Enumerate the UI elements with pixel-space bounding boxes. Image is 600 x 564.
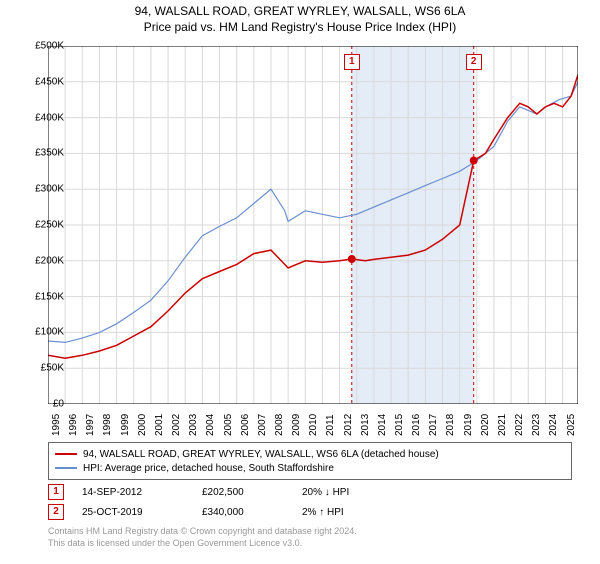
y-tick-label: £200K <box>20 255 64 266</box>
y-tick-label: £0 <box>20 399 64 410</box>
title-line2: Price paid vs. HM Land Registry's House … <box>0 20 600 34</box>
footer: Contains HM Land Registry data © Crown c… <box>48 526 357 549</box>
y-tick-label: £500K <box>20 41 64 52</box>
x-tick-label: 2009 <box>291 414 302 436</box>
title-line1: 94, WALSALL ROAD, GREAT WYRLEY, WALSALL,… <box>0 4 600 18</box>
x-tick-label: 2008 <box>274 414 285 436</box>
y-tick-label: £100K <box>20 327 64 338</box>
x-tick-label: 2002 <box>171 414 182 436</box>
event-marker: 1 <box>344 54 360 70</box>
y-tick-label: £450K <box>20 76 64 87</box>
sales-price: £340,000 <box>202 507 302 518</box>
x-tick-label: 2014 <box>377 414 388 436</box>
y-tick-label: £400K <box>20 112 64 123</box>
chart-svg <box>48 46 578 404</box>
sales-row: 1 14-SEP-2012£202,50020% ↓ HPI <box>48 482 392 502</box>
legend-text: HPI: Average price, detached house, Sout… <box>83 463 334 474</box>
x-tick-label: 2024 <box>548 414 559 436</box>
footer-line2: This data is licensed under the Open Gov… <box>48 538 357 550</box>
sales-row: 2 25-OCT-2019£340,0002% ↑ HPI <box>48 502 392 522</box>
x-tick-label: 2005 <box>223 414 234 436</box>
y-tick-label: £250K <box>20 220 64 231</box>
x-tick-label: 2007 <box>257 414 268 436</box>
legend-swatch <box>55 467 77 469</box>
sales-marker: 1 <box>48 484 64 500</box>
legend-row: HPI: Average price, detached house, Sout… <box>55 461 565 475</box>
x-tick-label: 2001 <box>154 414 165 436</box>
x-tick-label: 2018 <box>445 414 456 436</box>
x-tick-label: 2019 <box>463 414 474 436</box>
sales-date: 14-SEP-2012 <box>82 487 202 498</box>
x-tick-label: 2017 <box>428 414 439 436</box>
legend-text: 94, WALSALL ROAD, GREAT WYRLEY, WALSALL,… <box>83 449 439 460</box>
x-tick-label: 1996 <box>68 414 79 436</box>
sales-price: £202,500 <box>202 487 302 498</box>
footer-line1: Contains HM Land Registry data © Crown c… <box>48 526 357 538</box>
legend-row: 94, WALSALL ROAD, GREAT WYRLEY, WALSALL,… <box>55 447 565 461</box>
x-tick-label: 2004 <box>205 414 216 436</box>
sales-marker: 2 <box>48 504 64 520</box>
x-tick-label: 2023 <box>531 414 542 436</box>
x-tick-label: 2016 <box>411 414 422 436</box>
x-tick-label: 1997 <box>85 414 96 436</box>
x-tick-label: 2003 <box>188 414 199 436</box>
x-tick-label: 2013 <box>360 414 371 436</box>
y-tick-label: £350K <box>20 148 64 159</box>
x-tick-label: 2015 <box>394 414 405 436</box>
x-tick-label: 2025 <box>566 414 577 436</box>
x-tick-label: 2010 <box>308 414 319 436</box>
legend: 94, WALSALL ROAD, GREAT WYRLEY, WALSALL,… <box>48 442 572 480</box>
x-tick-label: 2020 <box>480 414 491 436</box>
x-tick-label: 2022 <box>514 414 525 436</box>
x-tick-label: 2012 <box>343 414 354 436</box>
x-tick-label: 1999 <box>120 414 131 436</box>
x-tick-label: 2021 <box>497 414 508 436</box>
y-tick-label: £150K <box>20 291 64 302</box>
x-tick-label: 2000 <box>137 414 148 436</box>
sales-delta: 2% ↑ HPI <box>302 507 392 518</box>
event-marker: 2 <box>466 54 482 70</box>
sales-date: 25-OCT-2019 <box>82 507 202 518</box>
x-tick-label: 1998 <box>102 414 113 436</box>
legend-swatch <box>55 453 77 455</box>
y-tick-label: £50K <box>20 363 64 374</box>
chart-container: 94, WALSALL ROAD, GREAT WYRLEY, WALSALL,… <box>0 4 600 564</box>
y-tick-label: £300K <box>20 184 64 195</box>
sales-delta: 20% ↓ HPI <box>302 487 392 498</box>
x-tick-label: 2006 <box>240 414 251 436</box>
x-tick-label: 2011 <box>325 414 336 436</box>
sales-table: 1 14-SEP-2012£202,50020% ↓ HPI 2 25-OCT-201… <box>48 482 392 522</box>
x-tick-label: 1995 <box>51 414 62 436</box>
chart-area <box>48 46 578 404</box>
